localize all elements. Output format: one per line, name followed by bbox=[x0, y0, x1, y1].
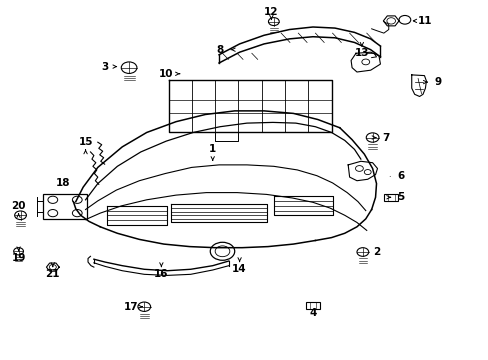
Text: 16: 16 bbox=[154, 269, 168, 279]
Bar bbox=[384, 194, 397, 201]
Text: 12: 12 bbox=[264, 6, 278, 17]
Text: 13: 13 bbox=[354, 48, 368, 58]
Text: 19: 19 bbox=[11, 253, 26, 264]
Text: 5: 5 bbox=[397, 192, 404, 202]
Text: 17: 17 bbox=[123, 302, 138, 312]
Bar bbox=[43, 194, 87, 219]
Text: 18: 18 bbox=[55, 178, 70, 188]
Text: 1: 1 bbox=[209, 144, 216, 154]
Text: 3: 3 bbox=[102, 62, 108, 72]
Text: 6: 6 bbox=[397, 171, 404, 181]
Text: 14: 14 bbox=[232, 264, 246, 274]
Bar bbox=[305, 302, 319, 309]
Text: 2: 2 bbox=[372, 247, 379, 257]
Text: 8: 8 bbox=[216, 45, 223, 55]
Text: 10: 10 bbox=[159, 69, 173, 79]
Text: 21: 21 bbox=[45, 269, 60, 279]
Text: 11: 11 bbox=[417, 16, 432, 26]
Text: 15: 15 bbox=[78, 137, 93, 147]
Text: 20: 20 bbox=[11, 201, 26, 211]
Text: 7: 7 bbox=[382, 132, 389, 143]
Text: 9: 9 bbox=[433, 77, 440, 87]
Text: 4: 4 bbox=[308, 308, 316, 318]
